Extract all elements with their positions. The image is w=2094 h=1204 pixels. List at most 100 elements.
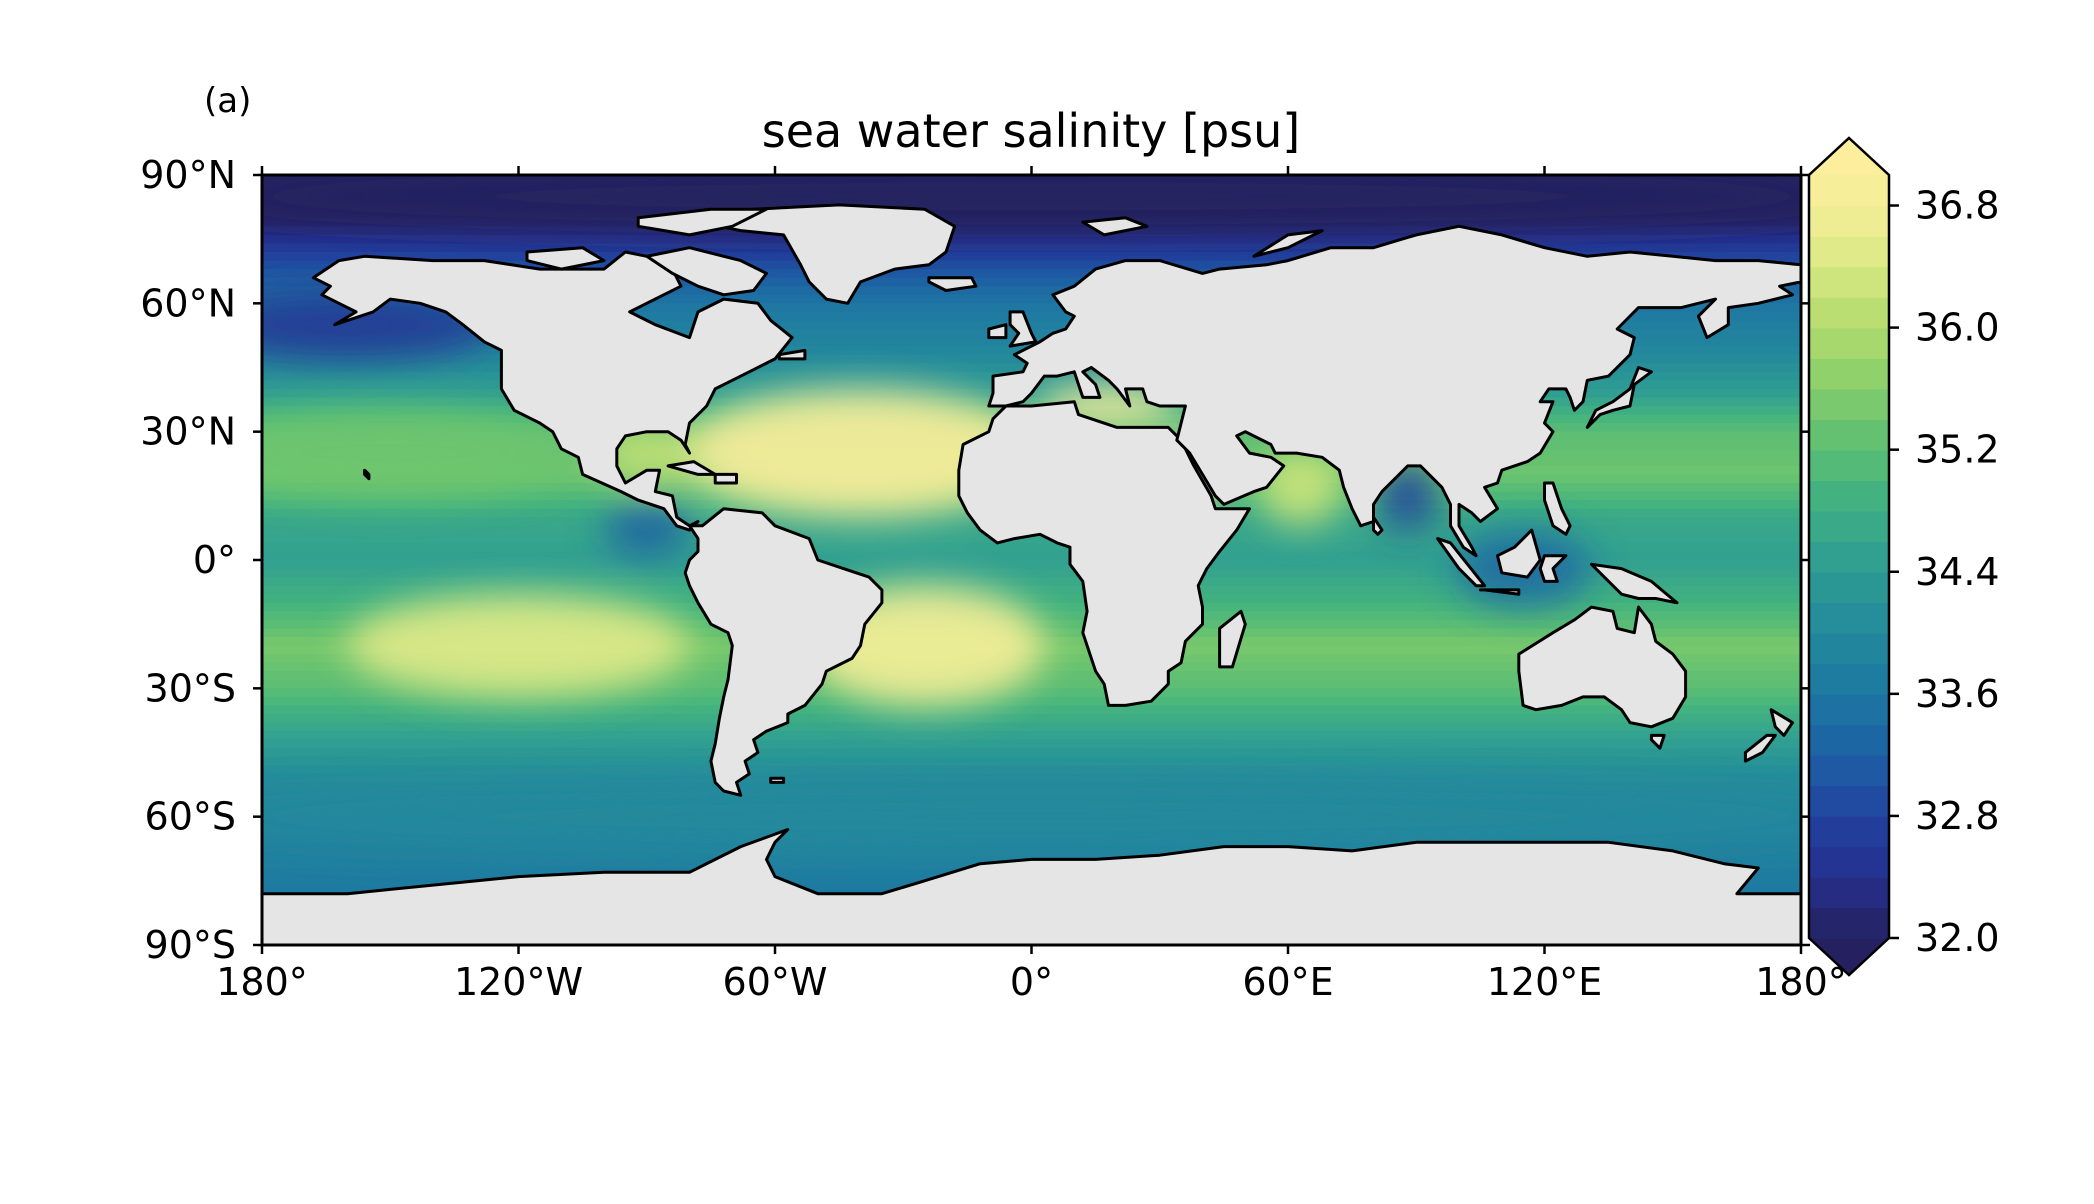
island-hawaii: [363, 468, 371, 481]
ocean-band: [262, 551, 1801, 561]
y-tick-label: 60°N: [140, 281, 236, 325]
colorbar-tick-label: 35.2: [1915, 428, 2000, 472]
salinity-region: [262, 410, 583, 496]
colorbar-tick-label: 34.4: [1915, 550, 2000, 594]
x-tick-label: 120°E: [1487, 960, 1603, 1004]
y-tick-label: 0°: [193, 538, 236, 582]
island-japan: [1585, 366, 1653, 429]
x-tick-label: 0°: [1010, 960, 1053, 1004]
colorbar-level: [1809, 266, 1889, 298]
y-tick-label: 30°S: [145, 666, 236, 710]
colorbar-level: [1809, 236, 1889, 268]
x-tick-label: 180°: [216, 960, 308, 1004]
colorbar-level: [1809, 571, 1889, 604]
ocean-band: [262, 585, 1801, 596]
colorbar-level: [1809, 297, 1889, 329]
y-tick-label: 60°S: [145, 795, 236, 839]
colorbar-ticks: 32.0 32.8 33.6 34.4 35.2 36.0 36.8: [1889, 184, 2000, 960]
island-borneo: [1496, 528, 1542, 579]
salinity-region: [680, 388, 1041, 518]
colorbar-level: [1809, 663, 1889, 695]
island-ellesmere: [636, 207, 768, 237]
colorbar-level: [1809, 388, 1889, 420]
island-ireland: [987, 323, 1008, 340]
land-south-america: [683, 507, 884, 797]
island-novaya-zemlya: [1252, 229, 1324, 258]
land-australia: [1517, 605, 1688, 729]
salinity-region: [262, 782, 1801, 851]
colorbar-level: [1809, 510, 1889, 543]
colorbar-level: [1809, 907, 1889, 939]
colorbar-level: [1809, 327, 1889, 359]
colorbar-level: [1809, 785, 1889, 817]
ocean-band: [262, 679, 1801, 690]
colorbar-level: [1809, 449, 1889, 481]
island-philippines: [1543, 481, 1572, 536]
island-victoria: [525, 246, 606, 271]
ocean-band: [262, 234, 1801, 245]
colorbar-level: [1809, 632, 1889, 665]
colorbar-tick-label: 36.0: [1915, 306, 2000, 350]
ocean-band: [262, 696, 1801, 707]
island-hispaniola: [713, 472, 738, 485]
island-great-britain: [1008, 310, 1038, 348]
colorbar-level: [1809, 876, 1889, 909]
x-tick-label: 60°W: [723, 960, 828, 1004]
ocean-band: [262, 714, 1801, 724]
y-tick-label: 90°N: [140, 153, 236, 197]
ocean-band: [262, 560, 1801, 570]
ocean-band: [262, 277, 1801, 288]
colorbar-level: [1809, 724, 1889, 756]
colorbar-level: [1809, 358, 1889, 390]
colorbar-tick-label: 36.8: [1915, 184, 2000, 228]
ocean-band: [262, 773, 1801, 784]
x-tick-label: 60°E: [1242, 960, 1333, 1004]
x-tick-label: 180°: [1755, 960, 1847, 1004]
colorbar-extend-high: [1809, 138, 1889, 175]
ocean-band: [262, 534, 1801, 544]
ocean-band: [262, 722, 1801, 733]
ocean-band: [262, 252, 1801, 262]
colorbar-outline: [1807, 136, 1891, 977]
colorbar-level: [1809, 175, 1889, 207]
ocean-band: [262, 243, 1801, 253]
island-falklands: [769, 776, 786, 784]
island-new-zealand-north: [1769, 708, 1794, 737]
latitude-tick-labels: 90°N 60°N 30°N 0° 30°S 60°S 90°S: [140, 153, 236, 967]
ocean-band: [262, 748, 1801, 758]
colorbar-level: [1809, 541, 1889, 573]
ocean-band: [262, 286, 1801, 296]
ocean-band: [262, 756, 1801, 767]
colorbar-tick-label: 32.0: [1915, 916, 2000, 960]
ocean-band: [262, 602, 1801, 613]
ocean-band: [262, 269, 1801, 279]
island-java: [1478, 588, 1521, 596]
salinity-map: [262, 175, 1801, 945]
chart-title: sea water salinity [psu]: [762, 104, 1301, 158]
colorbar-level: [1809, 205, 1889, 237]
land-greenland: [717, 203, 957, 305]
ocean-band: [262, 688, 1801, 698]
ocean-band: [262, 594, 1801, 604]
ocean-band: [262, 739, 1801, 750]
ocean-band: [262, 577, 1801, 587]
colorbar-level: [1809, 815, 1889, 848]
ocean-band: [262, 542, 1801, 553]
colorbar-tick-label: 32.8: [1915, 794, 2000, 838]
ocean-band: [262, 611, 1801, 621]
island-tasmania: [1649, 733, 1666, 750]
island-newfoundland: [777, 348, 807, 361]
colorbar-level: [1809, 754, 1889, 787]
ocean-band: [262, 850, 1801, 861]
ocean-band: [262, 568, 1801, 579]
ocean-band: [262, 705, 1801, 715]
colorbar-level: [1809, 419, 1889, 451]
island-baffin: [645, 246, 768, 297]
longitude-tick-labels: 180° 120°W 60°W 0° 60°E 120°E 180°: [216, 960, 1847, 1004]
y-tick-label: 90°S: [145, 923, 236, 967]
y-tick-label: 30°N: [140, 410, 236, 454]
colorbar: 32.0 32.8 33.6 34.4 35.2 36.0 36.8: [1807, 136, 2000, 977]
land-antarctica: [262, 828, 1801, 945]
ocean-band: [262, 294, 1801, 305]
